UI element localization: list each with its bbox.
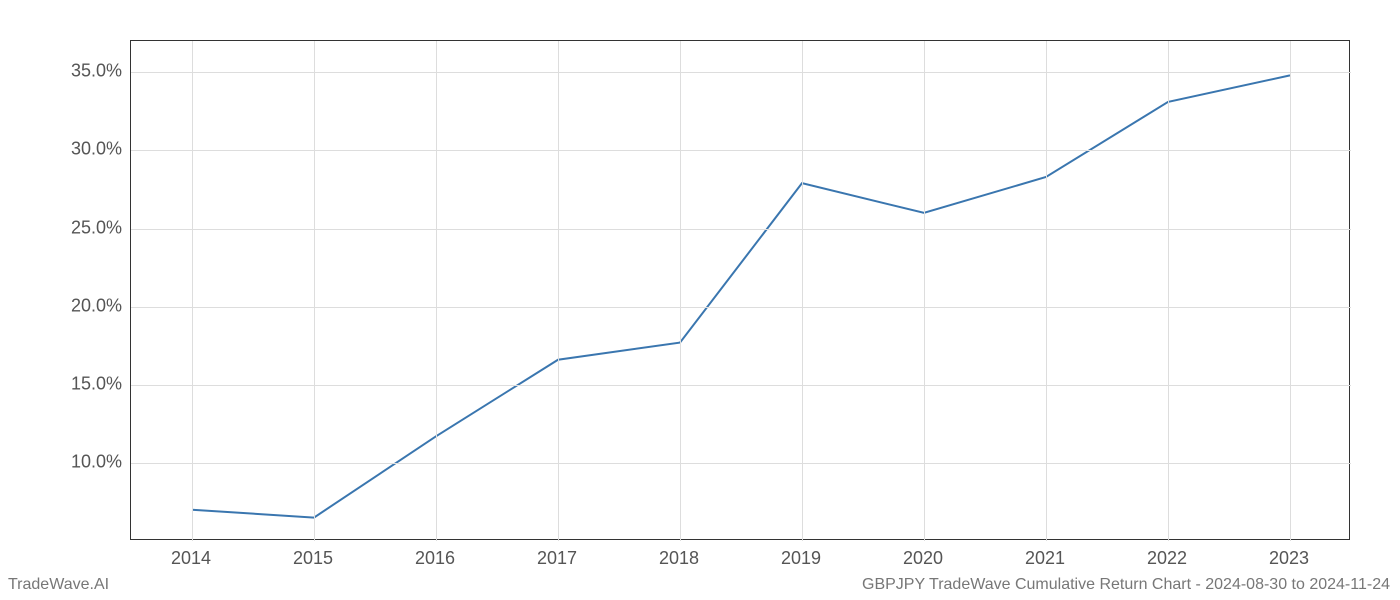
data-line xyxy=(192,75,1290,517)
x-tick-label: 2018 xyxy=(659,548,699,569)
x-tick-label: 2019 xyxy=(781,548,821,569)
x-tick-label: 2016 xyxy=(415,548,455,569)
grid-line-vertical xyxy=(192,41,193,541)
grid-line-vertical xyxy=(436,41,437,541)
y-tick-label: 35.0% xyxy=(42,61,122,82)
x-tick-label: 2023 xyxy=(1269,548,1309,569)
y-tick-label: 20.0% xyxy=(42,295,122,316)
y-tick-label: 15.0% xyxy=(42,373,122,394)
plot-area xyxy=(130,40,1350,540)
grid-line-vertical xyxy=(1290,41,1291,541)
watermark-right: GBPJPY TradeWave Cumulative Return Chart… xyxy=(862,576,1390,594)
grid-line-vertical xyxy=(1168,41,1169,541)
grid-line-vertical xyxy=(680,41,681,541)
grid-line-vertical xyxy=(802,41,803,541)
x-tick-label: 2017 xyxy=(537,548,577,569)
y-tick-label: 10.0% xyxy=(42,451,122,472)
chart-container xyxy=(130,40,1350,540)
y-tick-label: 30.0% xyxy=(42,139,122,160)
watermark-left: TradeWave.AI xyxy=(8,576,109,594)
grid-line-vertical xyxy=(1046,41,1047,541)
x-tick-label: 2014 xyxy=(171,548,211,569)
grid-line-vertical xyxy=(924,41,925,541)
x-tick-label: 2022 xyxy=(1147,548,1187,569)
y-tick-label: 25.0% xyxy=(42,217,122,238)
x-tick-label: 2021 xyxy=(1025,548,1065,569)
grid-line-vertical xyxy=(314,41,315,541)
grid-line-vertical xyxy=(558,41,559,541)
x-tick-label: 2020 xyxy=(903,548,943,569)
x-tick-label: 2015 xyxy=(293,548,333,569)
